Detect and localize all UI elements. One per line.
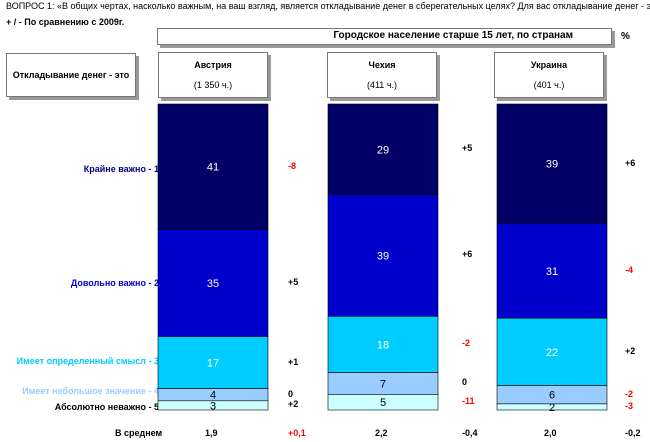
average-change: -0,4 [462, 428, 478, 438]
bar-ukraine-segment-2 [496, 223, 608, 319]
bar-ukraine-segment-5 [496, 403, 608, 411]
country-header-ukraine: Украина (401 ч.) [494, 52, 604, 98]
bar-austria-segment-5 [157, 400, 269, 411]
change-label: +1 [288, 356, 299, 367]
change-label: 0 [288, 388, 294, 399]
change-label: -3 [625, 400, 634, 411]
country-name: Украина [530, 60, 568, 70]
change-label: +5 [462, 143, 473, 154]
change-label: +6 [462, 249, 473, 260]
country-sample: (401 ч.) [533, 80, 565, 90]
measure-label-box: Откладывание денег - это [6, 53, 136, 97]
change-label: +2 [288, 399, 299, 410]
bar-ukraine-segment-3 [496, 317, 608, 386]
country-header-austria: Австрия (1 350 ч.) [158, 52, 268, 98]
change-label: -8 [288, 160, 297, 171]
measure-label: Откладывание денег - это [12, 70, 130, 80]
average-change: +0,1 [288, 428, 306, 438]
data-label: 2 [549, 402, 555, 414]
change-label: +2 [625, 345, 636, 356]
bar-ukraine-segment-1 [496, 103, 608, 224]
bar-czechia-segment-2 [327, 194, 439, 317]
category-label-4: Имеет небольшое значение - 4 [22, 386, 159, 396]
change-label: +6 [625, 157, 636, 168]
data-label: 35 [207, 278, 219, 290]
country-name: Австрия [194, 60, 232, 70]
change-label: -11 [462, 396, 475, 407]
country-name: Чехия [368, 60, 396, 70]
subtitle-bar: Городское население старше 15 лет, по ст… [157, 28, 612, 45]
bar-czechia-segment-3 [327, 316, 439, 373]
data-label: 41 [207, 162, 219, 174]
country-sample: (411 ч.) [366, 80, 398, 90]
data-label: 7 [380, 378, 386, 390]
question-text: ВОПРОС 1: «В общих чертах, насколько важ… [6, 1, 650, 11]
change-label: -2 [625, 388, 634, 399]
data-label: 6 [549, 390, 555, 402]
chart-subtitle: Городское население старше 15 лет, по ст… [333, 30, 573, 41]
bar-austria-segment-2 [157, 229, 269, 337]
change-label: -4 [625, 264, 634, 275]
average-value: 2,0 [544, 428, 557, 438]
average-value: 1,9 [205, 428, 218, 438]
bar-austria-segment-3 [157, 336, 269, 389]
data-label: 17 [207, 358, 219, 370]
data-label: 3 [210, 400, 216, 412]
country-sample: (1 350 ч.) [193, 80, 233, 90]
data-label: 31 [546, 266, 558, 278]
change-label: 0 [462, 377, 468, 388]
bar-czechia-segment-1 [327, 103, 439, 195]
country-header-czechia: Чехия (411 ч.) [327, 52, 437, 98]
data-label: 5 [380, 397, 386, 409]
average-value: 2,2 [375, 428, 388, 438]
data-label: 39 [377, 250, 389, 262]
data-label: 39 [546, 159, 558, 171]
category-label-2: Довольно важно - 2 [70, 278, 159, 288]
bar-austria-segment-1 [157, 103, 269, 230]
data-label: 29 [377, 144, 389, 156]
data-label: 18 [377, 339, 389, 351]
change-label: -2 [462, 338, 471, 349]
bar-czechia-segment-5 [327, 394, 439, 411]
change-label: +5 [288, 277, 299, 287]
average-label: В среднем [115, 428, 163, 438]
data-label: 22 [546, 347, 558, 359]
data-label: 4 [210, 390, 216, 402]
category-label-1: Крайне важно - 1 [83, 164, 159, 174]
comparison-note: + / - По сравнению с 2009г. [6, 17, 125, 27]
average-change: -0,2 [625, 428, 641, 438]
category-label-5: Абсолютно неважно - 5 [54, 402, 159, 412]
percent-sign: % [621, 31, 630, 42]
category-label-3: Имеет определенный смысл - 3 [16, 356, 159, 366]
